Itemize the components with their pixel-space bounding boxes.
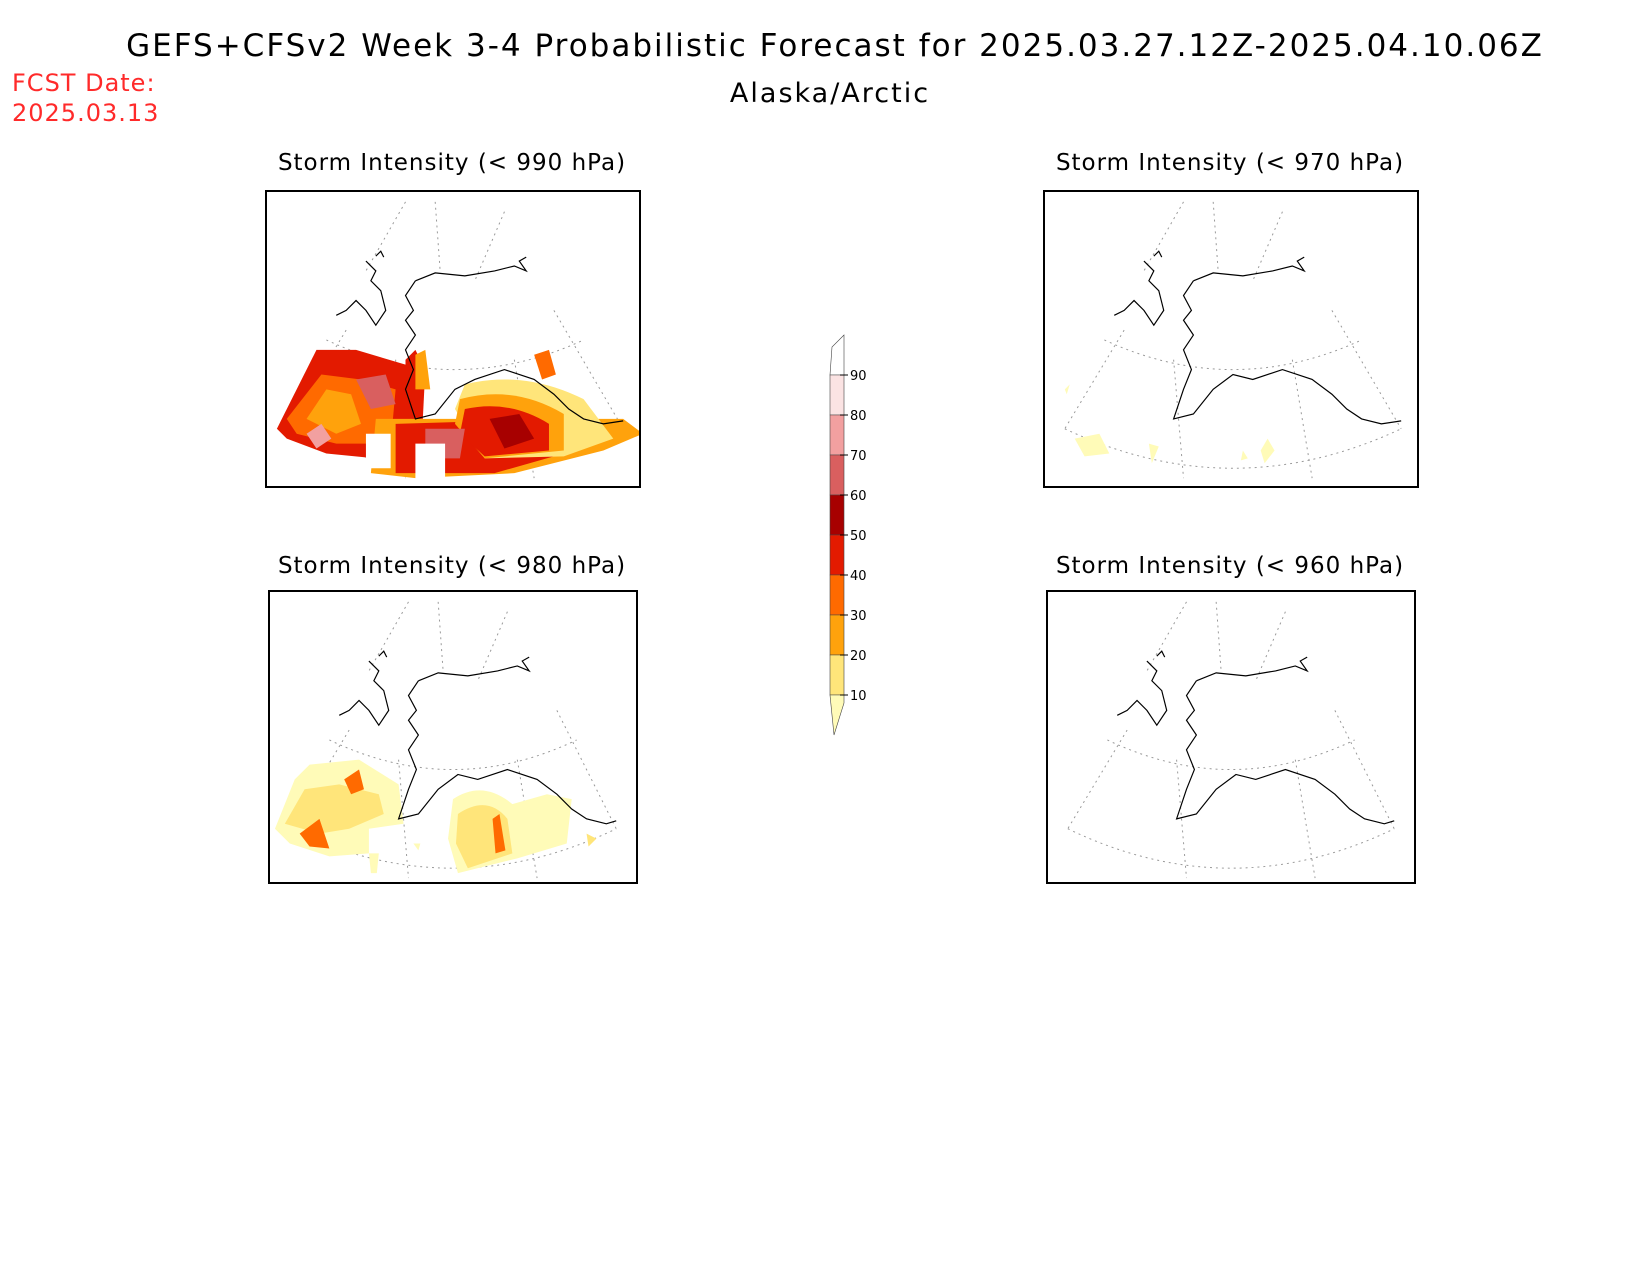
forecast-date-label: FCST Date:	[12, 69, 156, 97]
map-panel-980	[268, 590, 638, 884]
forecast-date-value: 2025.03.13	[12, 99, 160, 127]
colorbar-tick-label: 70	[850, 449, 867, 464]
map-960-svg	[1067, 601, 1395, 879]
colorbar-tick-label: 40	[850, 569, 867, 584]
panel-title-980: Storm Intensity (< 980 hPa)	[277, 553, 627, 579]
page-title: GEFS+CFSv2 Week 3-4 Probabilistic Foreca…	[126, 28, 1544, 64]
map-970-svg	[1064, 201, 1402, 479]
map-panel-970	[1043, 190, 1419, 488]
coastline	[335, 250, 624, 425]
colorbar-tick-label: 10	[850, 689, 867, 704]
graticule	[1064, 201, 1402, 479]
contours-980	[274, 759, 597, 874]
colorbar-swatch	[829, 454, 845, 496]
map-990-svg	[276, 201, 639, 486]
colorbar-svg: 90 80 70 60 50 40 30 20 10	[829, 334, 867, 736]
map-panel-960	[1046, 590, 1416, 884]
colorbar-swatch	[829, 414, 845, 456]
map-980-svg	[274, 601, 617, 879]
region-subtitle: Alaska/Arctic	[729, 78, 931, 109]
colorbar-swatch	[829, 574, 845, 616]
colorbar-tick-label: 60	[850, 489, 867, 504]
panel-title-970: Storm Intensity (< 970 hPa)	[1055, 150, 1405, 176]
colorbar-swatch	[829, 654, 845, 696]
colorbar-swatch	[829, 534, 845, 576]
colorbar-swatch	[829, 334, 845, 376]
colorbar-swatch	[829, 614, 845, 656]
contours-990	[276, 349, 639, 486]
coastline	[338, 650, 617, 825]
coastline	[1113, 250, 1402, 425]
colorbar-swatch	[829, 374, 845, 416]
coastline	[1116, 650, 1395, 825]
colorbar-tick-label: 90	[850, 369, 867, 384]
contours-970	[1064, 384, 1275, 464]
panel-title-990: Storm Intensity (< 990 hPa)	[277, 150, 627, 176]
forecast-date: FCST Date: 2025.03.13	[12, 68, 159, 128]
map-panel-990	[265, 190, 641, 488]
graticule	[1067, 601, 1395, 879]
colorbar-tick-label: 80	[850, 409, 867, 424]
colorbar-tick-label: 30	[850, 609, 867, 624]
colorbar-swatch	[829, 694, 845, 736]
colorbar-tick-label: 50	[850, 529, 867, 544]
colorbar-tick-label: 20	[850, 649, 867, 664]
colorbar: 90 80 70 60 50 40 30 20 10	[820, 334, 900, 736]
panel-title-960: Storm Intensity (< 960 hPa)	[1055, 553, 1405, 579]
colorbar-swatch	[829, 494, 845, 536]
